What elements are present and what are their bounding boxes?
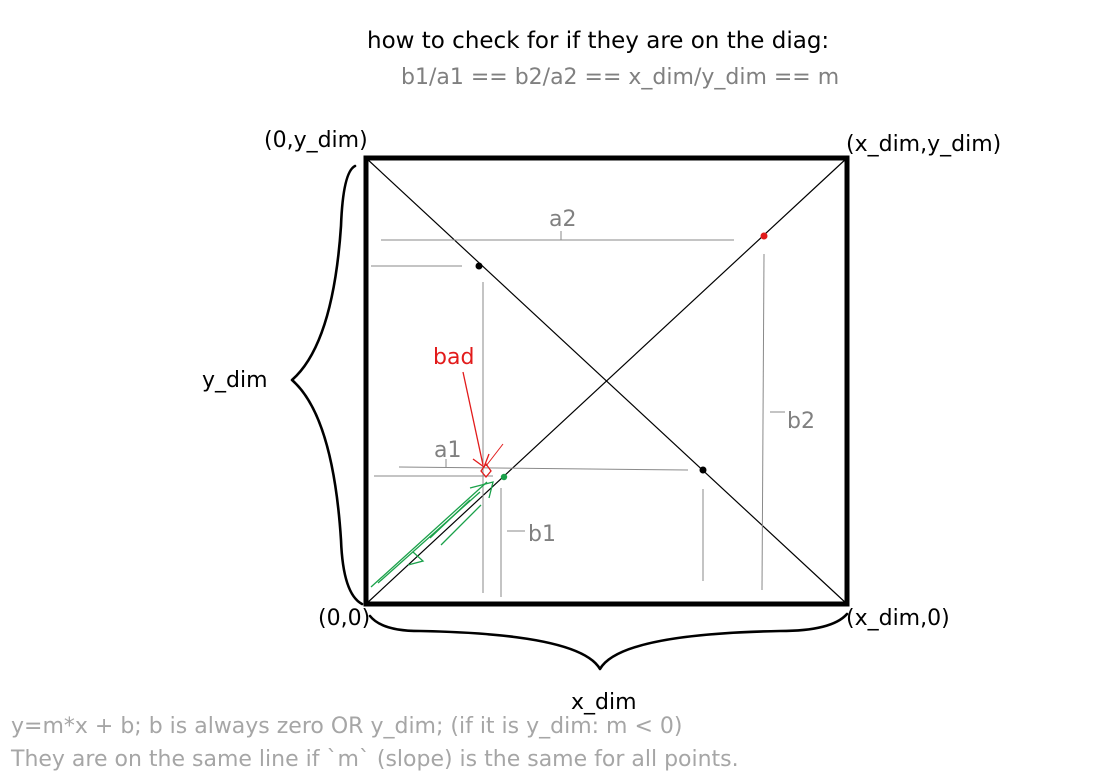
note-line-1: y=m*x + b; b is always zero OR y_dim; (i…: [11, 714, 682, 739]
bad-scribble: [480, 462, 492, 479]
label-x-dim: x_dim: [571, 690, 637, 715]
label-y-dim: y_dim: [202, 368, 268, 393]
black-dot-bottom-horizontal-line: [398, 466, 689, 471]
point-on-descending-diagonal-top: [475, 262, 483, 270]
diagonal-descending: [365, 157, 848, 605]
label-b1: b1: [528, 522, 556, 547]
green-arrow: [370, 481, 494, 588]
label-bad: bad: [433, 345, 474, 370]
y-dim-brace: [290, 164, 364, 606]
point-on-descending-diagonal-bottom: [699, 466, 707, 474]
diagram-title: how to check for if they are on the diag…: [367, 28, 829, 54]
point-green: [500, 473, 508, 481]
corner-label-top-right: (x_dim,y_dim): [846, 132, 1001, 157]
diagonal-formula: b1/a1 == b2/a2 == x_dim/y_dim == m: [401, 65, 839, 90]
corner-label-top-left: (0,y_dim): [264, 128, 368, 153]
bad-arrow: [462, 371, 492, 479]
label-a2: a2: [549, 207, 576, 232]
bad-arrow-shaft: [462, 371, 484, 466]
note-line-2: They are on the same line if `m` (slope)…: [10, 747, 739, 772]
x-dim-brace: [368, 612, 849, 671]
green-arrow-line-1: [370, 481, 488, 588]
label-b2: b2: [787, 409, 815, 434]
corner-label-bottom-left: (0,0): [318, 606, 370, 631]
b2-vertical-line: [761, 253, 765, 591]
corner-label-bottom-right: (x_dim,0): [846, 606, 950, 631]
green-arrow-hatching: [429, 499, 482, 546]
label-a1: a1: [434, 438, 461, 463]
green-arrow-head: [469, 481, 494, 499]
bounding-square: [363, 155, 850, 607]
green-arrow-tail: [407, 551, 425, 566]
point-red: [760, 232, 768, 240]
helper-lines: [371, 231, 785, 597]
bad-extension-stroke: [485, 443, 504, 467]
